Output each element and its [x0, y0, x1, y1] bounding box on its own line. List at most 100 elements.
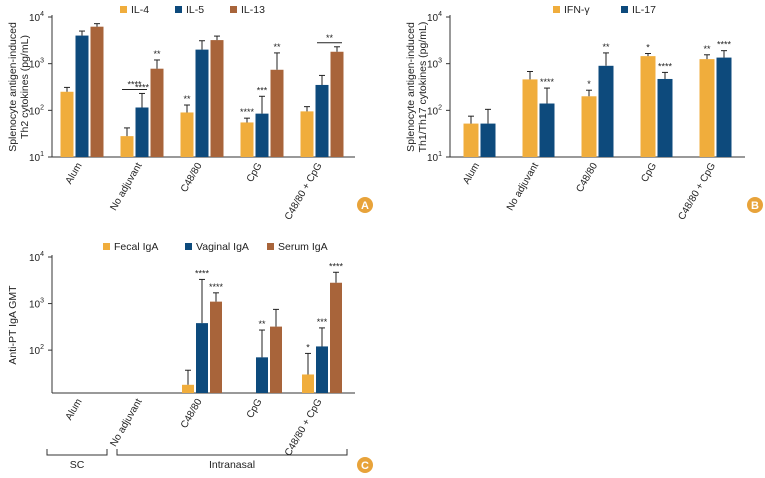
y-axis-label: Th1/Th17 cytokines (pg/mL)	[417, 22, 429, 153]
bar-a-s0-c1	[120, 136, 134, 157]
legend-swatch	[175, 6, 182, 13]
y-tick-exponent: 4	[438, 11, 442, 18]
bar-a-s2-c2	[210, 40, 224, 157]
bar-c-s0-c2	[182, 384, 194, 393]
x-category-label: C48/80 + CpG	[283, 161, 325, 222]
group-label: Intranasal	[209, 459, 255, 471]
significance-label: **	[273, 42, 281, 52]
bar-b-s0-c4	[699, 59, 715, 158]
y-tick-label: 104	[29, 11, 44, 24]
bar-a-s2-c1	[150, 68, 164, 157]
significance-label: *	[587, 79, 591, 89]
panel-badge	[357, 457, 373, 473]
x-category-label: C48/80	[574, 161, 600, 195]
y-tick-base: 10	[29, 153, 41, 164]
bar-b-s1-c3	[657, 78, 673, 157]
x-category-label: C48/80 + CpG	[676, 161, 718, 222]
significance-label: ***	[317, 317, 328, 327]
x-category-label: CpG	[245, 397, 265, 420]
y-tick-base: 10	[29, 13, 41, 24]
y-tick-label: 102	[29, 104, 44, 117]
y-tick-label: 104	[427, 11, 442, 24]
bracket-label: **	[326, 33, 334, 43]
significance-label: *	[646, 43, 650, 53]
legend-swatch	[230, 6, 237, 13]
bar-a-s2-c0	[90, 26, 104, 158]
significance-label: ****	[658, 61, 673, 71]
x-category-label: CpG	[245, 161, 265, 184]
y-tick-base: 10	[29, 300, 41, 311]
y-tick-base: 10	[29, 346, 41, 357]
legend-swatch	[185, 243, 192, 250]
legend-label: Serum IgA	[278, 241, 328, 253]
y-axis-label: Splenocyte antigen-induced	[405, 22, 417, 152]
y-tick-exponent: 3	[438, 58, 442, 65]
y-tick-label: 102	[427, 104, 442, 117]
x-category-label: No adjuvant	[108, 161, 144, 213]
bar-b-s0-c1	[522, 79, 538, 157]
bar-a-s0-c0	[60, 91, 74, 157]
bar-b-s1-c4	[716, 57, 732, 157]
y-tick-base: 10	[427, 106, 439, 117]
legend-label: Vaginal IgA	[196, 241, 249, 253]
panel-badge	[747, 197, 763, 213]
bar-b-s1-c0	[480, 123, 496, 157]
bracket-label: ****	[127, 79, 142, 89]
bar-a-s1-c3	[255, 113, 269, 157]
significance-label: **	[703, 44, 711, 54]
bar-a-s2-c4	[330, 51, 344, 157]
bar-a-s1-c1	[135, 107, 149, 157]
y-tick-exponent: 4	[40, 11, 44, 18]
panel-letter: A	[361, 200, 369, 212]
y-tick-label: 102	[29, 344, 44, 357]
bar-c-s1-c3	[256, 357, 268, 393]
significance-label: **	[183, 94, 191, 104]
x-category-label: No adjuvant	[505, 161, 541, 213]
bar-c-s0-c4	[302, 374, 314, 393]
x-category-label: C48/80 + CpG	[283, 397, 325, 458]
significance-label: ****	[195, 268, 210, 278]
bar-b-s1-c2	[598, 65, 614, 157]
legend-swatch	[120, 6, 127, 13]
x-category-label: CpG	[639, 161, 659, 184]
x-category-label: C48/80	[179, 161, 205, 195]
x-category-label: Alum	[461, 161, 482, 186]
bar-b-s0-c3	[640, 56, 656, 158]
y-tick-label: 103	[29, 58, 44, 71]
y-tick-label: 101	[29, 151, 44, 164]
significance-label: ****	[329, 261, 344, 271]
legend-label: IL-5	[186, 4, 204, 16]
legend-label: IL-4	[131, 4, 149, 16]
panel-letter: C	[361, 460, 369, 472]
bar-a-s0-c3	[240, 122, 254, 157]
bar-c-s1-c4	[316, 346, 328, 393]
significance-label: ****	[540, 77, 555, 87]
y-axis-label: Anti-PT IgA GMT	[7, 285, 19, 365]
bar-b-s0-c2	[581, 96, 597, 157]
significance-label: **	[153, 49, 161, 59]
y-tick-exponent: 2	[40, 344, 44, 351]
bar-a-s1-c0	[75, 35, 89, 157]
significance-label: ***	[257, 85, 268, 95]
y-tick-exponent: 3	[40, 298, 44, 305]
panel-letter: B	[751, 200, 759, 212]
bar-a-s2-c3	[270, 69, 284, 157]
bar-c-s2-c3	[270, 326, 282, 393]
panel-badge	[357, 197, 373, 213]
y-tick-label: 103	[29, 298, 44, 311]
bar-c-s1-c2	[196, 323, 208, 393]
y-tick-base: 10	[427, 13, 439, 24]
y-tick-base: 10	[29, 60, 41, 71]
y-tick-exponent: 2	[40, 104, 44, 111]
y-tick-label: 104	[29, 251, 44, 264]
bar-a-s1-c4	[315, 84, 329, 157]
bar-c-s2-c4	[330, 282, 342, 393]
y-tick-exponent: 3	[40, 58, 44, 65]
significance-label: ****	[135, 82, 150, 92]
bar-c-s2-c2	[210, 301, 222, 393]
significance-label: *	[306, 342, 310, 352]
legend-label: IFN-γ	[564, 4, 590, 16]
